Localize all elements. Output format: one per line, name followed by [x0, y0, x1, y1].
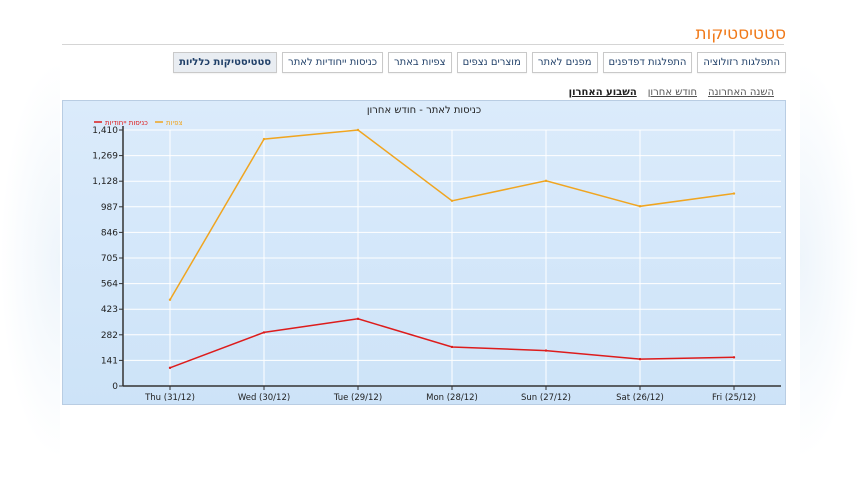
- page-views-point: [262, 137, 266, 141]
- unique-visits-point: [262, 331, 266, 334]
- x-tick-label: Thu (31/12): [144, 393, 195, 403]
- chart-grid: [123, 129, 781, 386]
- unique-visits-point: [168, 366, 172, 370]
- y-tick-label: 846: [101, 228, 118, 238]
- title-divider: [62, 44, 784, 45]
- x-tick-label: Tue (29/12): [333, 393, 382, 403]
- unique-visits-point: [356, 317, 360, 321]
- y-tick-label: 705: [101, 254, 118, 264]
- unique-visits-point: [638, 357, 642, 361]
- unique-visits-point: [450, 345, 454, 349]
- page-views-point: [356, 128, 360, 132]
- legend-label-page-views: צפיות: [166, 119, 183, 127]
- y-tick-label: 987: [101, 203, 118, 213]
- x-tick-label: Wed (30/12): [238, 393, 290, 403]
- visits-line-chart: כניסות לאתר - חודש אחרון כניסות ייחודיות…: [92, 105, 781, 403]
- tab-resolution[interactable]: התפלגות רזולוציה: [697, 52, 786, 73]
- unique-visits-point: [732, 356, 736, 359]
- range-last-month[interactable]: חודש אחרון: [647, 87, 697, 98]
- page-views-point: [544, 179, 548, 183]
- tab-referrers[interactable]: מפנים לאתר: [531, 52, 598, 73]
- y-tick-label: 1,269: [92, 152, 118, 162]
- page-views-point: [638, 205, 642, 208]
- tab-general-stats[interactable]: סטטיסטיקות כלליות: [173, 52, 278, 73]
- range-last-week[interactable]: השבוע האחרון: [568, 87, 637, 98]
- y-tick-label: 1,410: [92, 126, 118, 136]
- chart-title: כניסות לאתר - חודש אחרון: [367, 105, 481, 116]
- page-title: סטטיסטיקות: [695, 24, 786, 44]
- background-glow-left: [0, 60, 60, 460]
- range-last-year[interactable]: השנה האחרונה: [708, 87, 774, 98]
- legend-label-unique-visits: כניסות ייחודיות: [105, 119, 148, 127]
- page-views-point: [732, 192, 736, 195]
- y-tick-label: 282: [101, 331, 118, 341]
- stats-tabs: סטטיסטיקות כלליות כניסות ייחודיות לאתר צ…: [173, 52, 786, 73]
- y-tick-label: 423: [101, 305, 118, 315]
- page-views-point: [450, 199, 454, 203]
- x-tick-label: Mon (28/12): [426, 393, 478, 403]
- y-tick-label: 141: [101, 356, 118, 366]
- unique-visits-point: [544, 349, 548, 352]
- chart-legend: כניסות ייחודיות צפיות: [94, 119, 183, 127]
- chart-axes: 0 141 282 423 564 705 846 987 1,128 1,269 1,410 Thu…: [92, 126, 781, 403]
- y-tick-label: 1,128: [92, 177, 118, 187]
- tab-viewed-products[interactable]: מוצרים נצפים: [456, 52, 527, 73]
- x-tick-label: Fri (25/12): [712, 393, 756, 403]
- chart-panel: כניסות לאתר - חודש אחרון כניסות ייחודיות…: [62, 100, 786, 405]
- x-tick-label: Sat (26/12): [616, 393, 664, 403]
- tab-browsers[interactable]: התפלגות דפדפנים: [602, 52, 693, 73]
- tab-page-views[interactable]: צפיות באתר: [388, 52, 452, 73]
- x-tick-label: Sun (27/12): [521, 393, 571, 403]
- y-tick-label: 564: [101, 280, 118, 290]
- time-range-links: השבוע האחרון חודש אחרון השנה האחרונה: [569, 87, 774, 98]
- background-glow-right: [800, 60, 860, 460]
- chart-series: [168, 128, 736, 370]
- tab-unique-visits[interactable]: כניסות ייחודיות לאתר: [282, 52, 384, 73]
- page-views-point: [168, 298, 172, 301]
- y-tick-label: 0: [112, 382, 118, 392]
